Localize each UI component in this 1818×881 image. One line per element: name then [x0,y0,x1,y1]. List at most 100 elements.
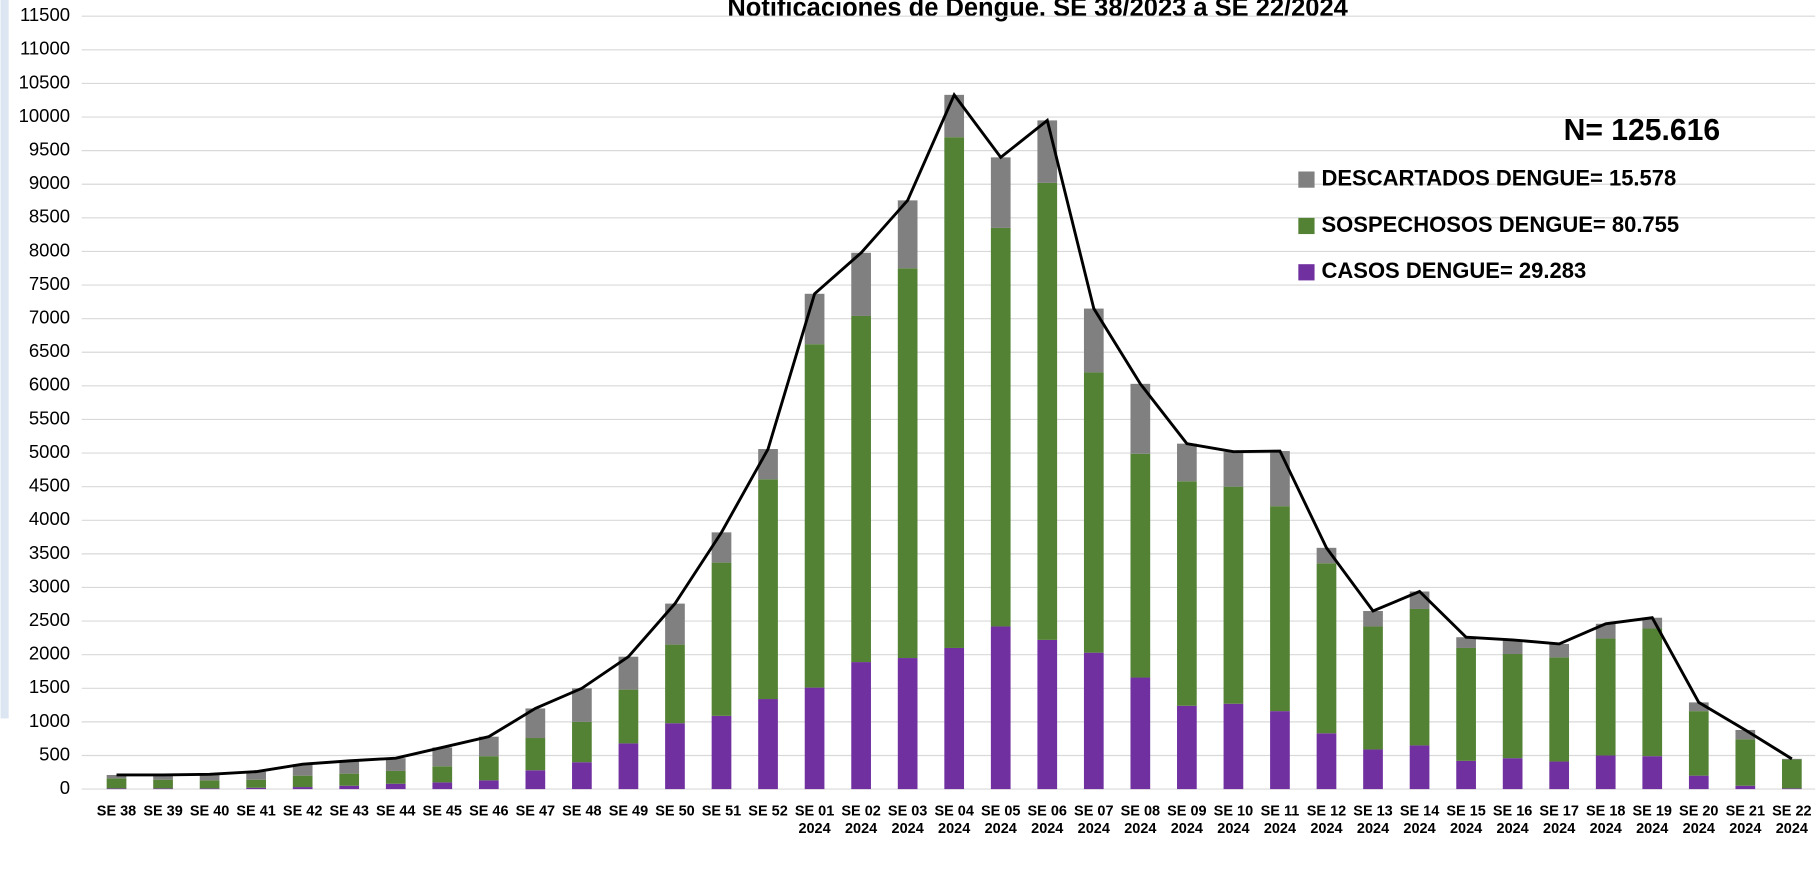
bar-segment [711,715,732,790]
x-tick-label: SE 41 [236,803,276,820]
bar-segment [1688,711,1709,776]
bar-segment [1130,453,1151,678]
x-tick-label-box: SE 21 2024 [1725,803,1766,837]
bar-segment [1363,626,1383,750]
x-tick-label-box: SE 18 2024 [1585,803,1626,837]
x-tick-label: SE 02 2024 [841,803,881,837]
x-tick-label-box: SE 13 2024 [1353,803,1392,837]
bar-segment [1177,705,1197,790]
y-tick-label: 1000 [29,710,70,731]
bar-segment [246,779,266,788]
x-tick-label: SE 43 [329,803,369,820]
x-tick-label: SE 01 2024 [794,803,835,837]
annotation: N= 125.616 [1564,114,1721,147]
x-tick-label: SE 44 [376,803,416,820]
x-tick-label-box: SE 38 [96,803,137,820]
bar-segment [1130,383,1151,454]
bar-segment [1409,745,1430,790]
x-tick-label-box: SE 10 2024 [1214,803,1253,837]
bar-segment [246,787,266,790]
x-tick-label-box: SE 41 [236,803,276,820]
bar-segment [1688,775,1709,790]
total-line [116,91,1793,777]
bar-segment [1782,759,1802,789]
bar-segment [106,788,127,790]
bar-segment [525,738,546,771]
y-tick-label: 8000 [29,239,70,260]
bar-segment [1037,639,1058,790]
bar-segment [1502,639,1523,655]
bar-segment [1782,758,1802,760]
bar-segment [990,626,1011,790]
bar-segment [153,774,173,780]
x-tick-label: SE 48 [562,803,602,820]
x-tick-label-box: SE 44 [376,803,416,820]
x-tick-label-box: SE 46 [469,803,509,820]
x-tick-label: SE 18 2024 [1585,803,1626,837]
bar-segment [1316,733,1337,790]
x-tick-label-box: SE 11 2024 [1261,803,1300,837]
x-tick-label: SE 09 2024 [1167,803,1207,837]
bar-segment [758,699,778,790]
y-tick-label: 4000 [29,508,70,529]
legend-label: DESCARTADOS DENGUE= 15.578 [1322,165,1677,190]
x-tick-label: SE 14 2024 [1399,803,1440,837]
y-tick-label: 500 [39,743,70,764]
y-tick-label: 2000 [29,643,70,664]
bar-segment [572,762,592,790]
bar-segment [432,766,453,783]
bar-segment [665,603,685,645]
bar-segment [339,773,360,786]
bar-segment [1642,617,1663,629]
bar-segment [618,743,639,790]
bar-segment [199,780,220,789]
x-tick-label-box: SE 08 2024 [1121,803,1160,837]
x-tick-label-box: SE 47 [516,803,555,819]
bar-segment [199,774,220,781]
bar-segment [758,479,778,700]
bar-segment [1549,657,1570,762]
bar-segment [1316,563,1337,734]
bar-segment [572,688,592,722]
y-tick-label: 3500 [29,542,70,563]
x-tick-label-box: SE 19 2024 [1633,803,1672,837]
bar-segment [1595,638,1616,756]
y-tick-label: 10000 [19,105,71,126]
x-tick-label-box: SE 12 2024 [1307,803,1346,837]
bar-segment [1502,758,1523,790]
x-tick-label-box: SE 51 [701,803,742,820]
x-tick-label: SE 39 [143,803,183,820]
bar-segment [804,344,825,688]
x-tick-label: SE 04 2024 [934,803,974,837]
x-tick-label-box: SE 04 2024 [934,803,974,837]
y-tick-label: 10500 [19,71,71,92]
bar-segment [665,723,685,790]
bar-segment [292,764,313,776]
bar-segment [1363,610,1383,627]
bar-segment [851,662,871,790]
bar-segment [572,721,592,763]
x-tick-label: SE 16 2024 [1492,803,1533,837]
bar-segment [618,689,639,744]
x-tick-label-box: SE 39 [143,803,183,820]
bar-segment [851,315,871,663]
bar-segment [385,783,406,790]
bar-segment [1083,652,1104,790]
bar-segment [1270,506,1290,712]
x-tick-label: SE 21 2024 [1725,803,1766,837]
bar-segment [665,644,685,724]
x-tick-label-box: SE 06 2024 [1028,803,1067,837]
bar-segment [1363,749,1383,790]
x-tick-label: SE 40 [189,803,230,820]
x-tick-label: SE 38 [96,803,137,820]
bar-segment [897,658,918,790]
x-tick-label-box: SE 22 2024 [1772,803,1811,837]
x-tick-label-box: SE 49 [609,803,648,819]
bar-segment [106,778,127,789]
x-tick-label: SE 51 [701,803,742,820]
bar-segment [1456,647,1476,761]
x-tick-label-box: SE 01 2024 [794,803,835,837]
x-tick-label: SE 46 [469,803,509,820]
